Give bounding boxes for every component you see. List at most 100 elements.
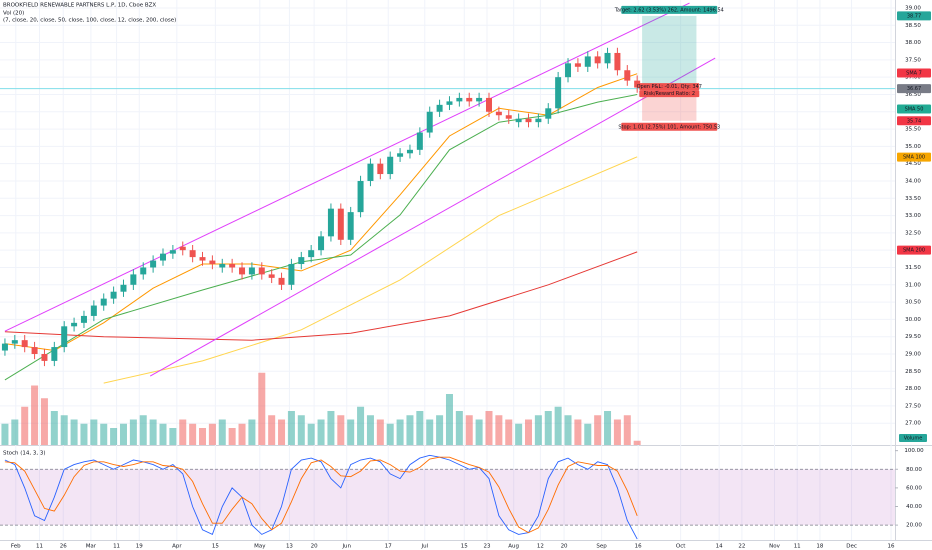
volume-bar <box>327 411 335 445</box>
candle-body <box>624 70 631 81</box>
candle-body <box>159 253 166 261</box>
candle-body <box>199 257 206 261</box>
volume-bar <box>604 411 612 445</box>
y-tick-label: 35.00 <box>905 144 921 150</box>
volume-bar <box>534 415 542 445</box>
y-tick-label: 39.00 <box>905 5 921 11</box>
stoch-tick-label: 60.00 <box>906 485 922 491</box>
candle-body <box>406 149 413 154</box>
y-tick-label: 30.50 <box>905 300 921 306</box>
price-badge-label: 35.74 <box>907 118 921 124</box>
volume-bar <box>544 411 552 445</box>
candle-body <box>446 101 453 105</box>
candle-body <box>525 118 532 123</box>
x-tick-label: 11 <box>36 544 43 550</box>
target-label-bg <box>621 5 718 14</box>
stoch-tick-label: 20.00 <box>906 523 922 529</box>
volume-bar <box>445 394 453 445</box>
volume-bar <box>149 419 157 445</box>
channel-line <box>4 2 690 332</box>
channel-line <box>149 57 716 377</box>
pnl-label: Open P&L: -0.01, Qty: 347 <box>637 84 702 90</box>
candle-body <box>545 108 552 119</box>
stoch-d <box>4 456 638 534</box>
x-tick-label: 22 <box>738 544 745 550</box>
volume-bar <box>208 423 216 445</box>
volume-bar <box>554 406 562 445</box>
x-tick-label: 23 <box>484 544 491 550</box>
candle-body <box>150 260 157 268</box>
volume-bar <box>159 423 167 445</box>
moving-average <box>4 251 638 341</box>
volume-bar <box>623 415 631 445</box>
volume-bar <box>11 419 19 445</box>
volume-bar <box>139 415 147 445</box>
volume-bar <box>40 398 48 445</box>
x-tick-label: Nov <box>769 544 780 550</box>
candle-body <box>1 343 8 351</box>
volume-bar <box>376 419 384 445</box>
candle-body <box>555 77 562 109</box>
x-tick-label: 15 <box>212 544 219 550</box>
candle-body <box>209 260 216 265</box>
y-tick-label: 37.00 <box>905 75 921 81</box>
candle-body <box>288 264 295 285</box>
y-tick-label: 27.50 <box>905 403 921 409</box>
y-tick-label: 34.50 <box>905 161 921 167</box>
volume-bar <box>258 372 266 445</box>
x-tick-label: 20 <box>561 544 568 550</box>
candle-body <box>436 104 443 112</box>
symbol-title: BROOKFIELD RENEWABLE PARTNERS L.P, 1D, C… <box>3 3 156 9</box>
candle-body <box>140 267 147 275</box>
volume-bar <box>386 423 394 445</box>
price-badge-label: SMA 200 <box>903 248 925 254</box>
volume-bar <box>297 415 305 445</box>
candle-body <box>377 163 384 175</box>
ratio-label: Risk/Reward Ratio: 2 <box>643 91 695 97</box>
y-tick-label: 36.50 <box>905 92 921 98</box>
candle-body <box>90 305 97 316</box>
volume-bar <box>436 415 444 445</box>
x-tick-label: May <box>254 544 266 550</box>
price-badge-label: SMA 100 <box>903 155 925 161</box>
stoch-legend: Stoch (14, 3, 3) <box>3 451 46 457</box>
y-tick-label: 38.00 <box>905 40 921 46</box>
candle-body <box>41 353 48 361</box>
candle-body <box>347 212 354 240</box>
candle-body <box>71 322 78 327</box>
volume-bar <box>406 415 414 445</box>
ratio-label-bg <box>639 90 700 98</box>
candle-body <box>189 250 196 258</box>
x-tick-label: Sep <box>596 544 607 550</box>
volume-bar <box>70 419 78 445</box>
volume-bar <box>366 415 374 445</box>
volume-bar <box>218 419 226 445</box>
price-badge-label: 38.77 <box>907 13 921 19</box>
volume-bar <box>228 428 236 445</box>
volume-bar <box>426 419 434 445</box>
candle-body <box>495 111 502 116</box>
y-tick-label: 28.00 <box>905 386 921 392</box>
stoch-tick-label: 40.00 <box>906 504 922 510</box>
x-tick-label: Aug <box>508 544 519 550</box>
candle-body <box>535 118 542 123</box>
volume-bar <box>169 428 177 445</box>
candle-body <box>100 298 107 306</box>
volume-bar <box>119 423 127 445</box>
volume-tag: Volume <box>904 436 923 442</box>
volume-bar <box>574 419 582 445</box>
y-tick-label: 28.50 <box>905 369 921 375</box>
candle-body <box>476 97 483 102</box>
price-badge <box>897 152 931 162</box>
y-tick-label: 32.50 <box>905 230 921 236</box>
candle-body <box>258 267 265 275</box>
x-tick-label: 16 <box>635 544 642 550</box>
candle-body <box>515 118 522 123</box>
candle-body <box>298 257 305 265</box>
candle-body <box>318 236 325 251</box>
candle-body <box>219 264 226 268</box>
y-tick-label: 29.50 <box>905 334 921 340</box>
volume-bar <box>584 423 592 445</box>
volume-bar <box>485 411 493 445</box>
